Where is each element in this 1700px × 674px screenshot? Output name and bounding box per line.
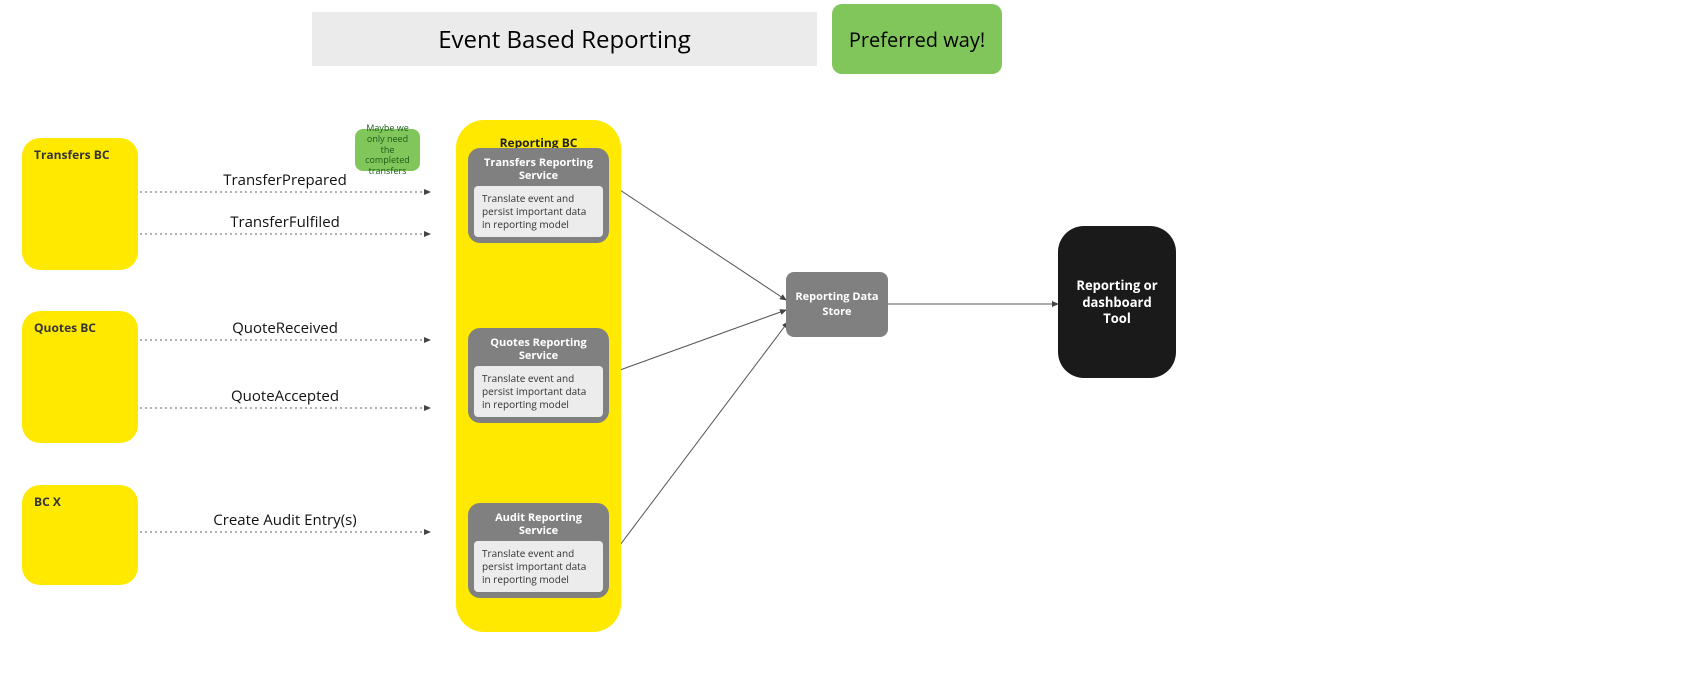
reporting-data-store: Reporting Data Store [786,272,888,337]
create-audit-entry-label: Create Audit Entry(s) [140,510,430,530]
svc2-to-store [620,310,786,370]
quotes-bc-title: Quotes BC [22,311,138,344]
quote-received-label: QuoteReceived [140,318,430,338]
svc3-to-store [620,322,788,545]
quotes-reporting-service-title: Quotes Reporting Service [474,334,603,366]
bc-x: BC X [22,485,138,585]
preferred-way-badge: Preferred way! [832,4,1002,74]
transfers-reporting-service-title: Transfers Reporting Service [474,154,603,186]
diagram-title: Event Based Reporting [312,12,817,66]
note-completed-transfers: Maybe we only need the completed transfe… [355,129,420,171]
transfers-bc: Transfers BC [22,138,138,270]
reporting-bc: Reporting BC Transfers Reporting Service… [456,120,621,632]
transfers-reporting-service: Transfers Reporting ServiceTranslate eve… [468,148,609,243]
quotes-reporting-service: Quotes Reporting ServiceTranslate event … [468,328,609,423]
quotes-bc: Quotes BC [22,311,138,443]
svc1-to-store [620,190,786,300]
reporting-tool: Reporting or dashboard Tool [1058,226,1176,378]
transfer-prepared-label: TransferPrepared [140,170,430,190]
audit-reporting-service-title: Audit Reporting Service [474,509,603,541]
bc-x-title: BC X [22,485,138,518]
transfers-bc-title: Transfers BC [22,138,138,171]
transfer-fulfiled-label: TransferFulfiled [140,212,430,232]
audit-reporting-service: Audit Reporting ServiceTranslate event a… [468,503,609,598]
transfers-reporting-service-desc: Translate event and persist important da… [474,186,603,237]
quote-accepted-label: QuoteAccepted [140,386,430,406]
audit-reporting-service-desc: Translate event and persist important da… [474,541,603,592]
quotes-reporting-service-desc: Translate event and persist important da… [474,366,603,417]
